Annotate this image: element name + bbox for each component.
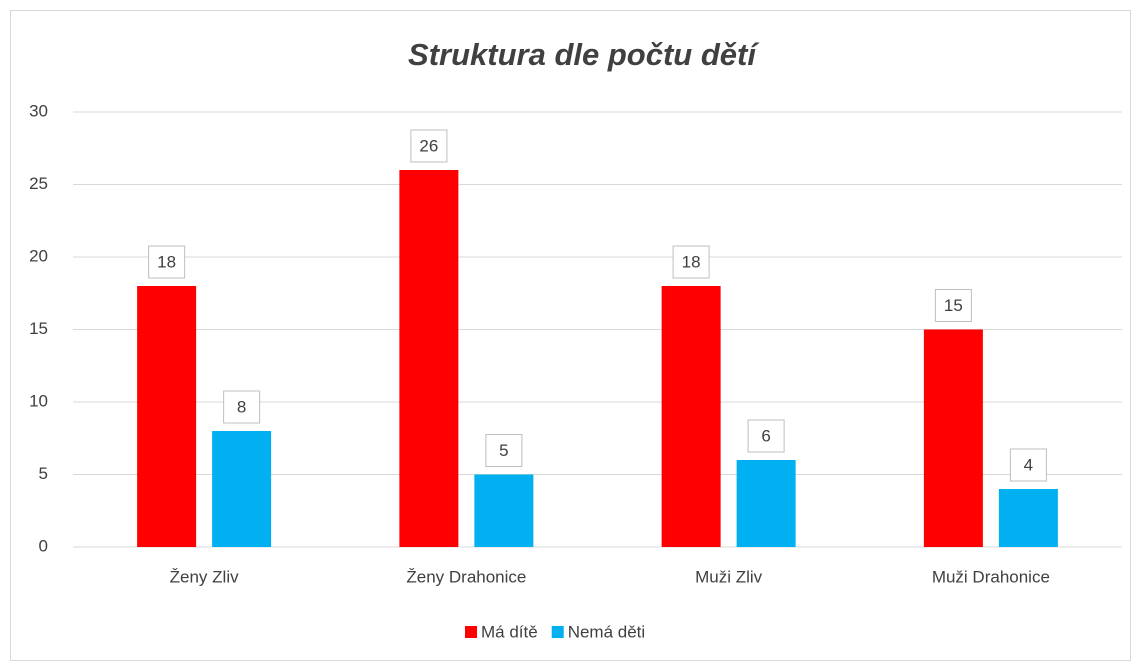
- data-label-box: [747, 419, 785, 453]
- legend-swatch: [551, 626, 564, 638]
- y-tick-label: 20: [29, 246, 48, 265]
- bar: [923, 329, 983, 547]
- data-label: 6: [761, 426, 770, 445]
- data-label: 5: [499, 441, 508, 460]
- data-label: 8: [237, 397, 246, 416]
- bar: [399, 170, 459, 547]
- y-tick-label: 30: [29, 101, 48, 120]
- x-tick-label: Muži Zliv: [695, 567, 763, 586]
- bar: [661, 286, 721, 547]
- y-tick-label: 25: [29, 174, 48, 193]
- bar: [137, 286, 197, 547]
- data-label: 18: [682, 252, 701, 271]
- y-tick-label: 10: [29, 391, 48, 410]
- data-label: 26: [419, 136, 438, 155]
- bar: [474, 474, 534, 547]
- legend-swatch: [465, 626, 477, 638]
- legend-label: Nemá děti: [568, 622, 645, 641]
- y-tick-label: 5: [39, 464, 48, 483]
- data-label-box: [1009, 448, 1047, 482]
- x-tick-label: Ženy Zliv: [170, 567, 239, 586]
- data-label-box: [485, 434, 523, 467]
- x-tick-label: Muži Drahonice: [932, 567, 1050, 586]
- x-tick-label: Ženy Drahonice: [406, 567, 526, 586]
- y-tick-label: 0: [39, 536, 48, 555]
- legend-label: Má dítě: [481, 622, 538, 641]
- bar: [998, 489, 1058, 547]
- bar: [736, 460, 796, 547]
- data-label-box: [148, 245, 186, 279]
- data-label-box: [934, 289, 972, 322]
- data-label: 15: [944, 296, 963, 315]
- data-label: 4: [1024, 455, 1033, 474]
- data-label-box: [223, 390, 261, 424]
- data-label: 18: [157, 252, 176, 271]
- data-label-box: [410, 129, 448, 163]
- bar: [212, 431, 272, 547]
- data-label-box: [672, 245, 710, 279]
- y-tick-label: 15: [29, 319, 48, 338]
- chart-title: Struktura dle počtu dětí: [408, 37, 759, 72]
